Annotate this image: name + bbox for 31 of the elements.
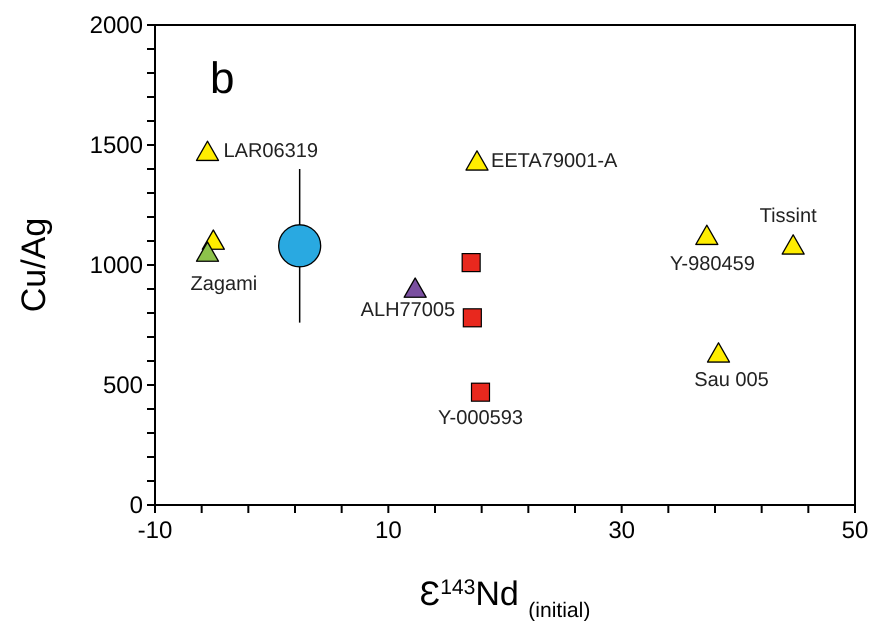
point (278, 224, 322, 268)
x-axis-title: Ɛ$^{143}$Nd $_{(initial)}$ (420, 575, 590, 621)
annotation: LAR06319 (224, 140, 318, 162)
x-tick-label: -10 (138, 517, 172, 544)
point (196, 140, 220, 162)
annotation: Zagami (190, 273, 258, 295)
y-tick-label: 1500 (90, 132, 143, 159)
point (470, 382, 490, 402)
y-tick-label: 2000 (90, 12, 143, 39)
point (706, 342, 730, 363)
point (465, 150, 489, 171)
annotation: ALH77005 (360, 299, 456, 321)
y-axis-title: Cu/Ag (15, 218, 53, 312)
annotation: Tissint (760, 204, 818, 227)
point (462, 308, 482, 328)
annotation: Y-980459 (670, 253, 755, 276)
point (782, 234, 805, 255)
annotation: b (210, 54, 234, 103)
x-tick-label: 50 (842, 517, 868, 544)
x-tick-label: 10 (374, 517, 402, 544)
point (196, 241, 220, 262)
x-tick-label: 30 (608, 517, 636, 544)
y-tick-label: 1000 (90, 252, 143, 279)
annotation: EETA79001-A (491, 150, 618, 172)
y-tick-label: 0 (130, 492, 143, 519)
point (462, 253, 481, 272)
annotation: Y-000593 (438, 407, 523, 430)
point (404, 277, 427, 298)
y-tick-label: 500 (102, 372, 143, 399)
point (695, 224, 718, 246)
annotation: Sau 005 (694, 368, 769, 391)
